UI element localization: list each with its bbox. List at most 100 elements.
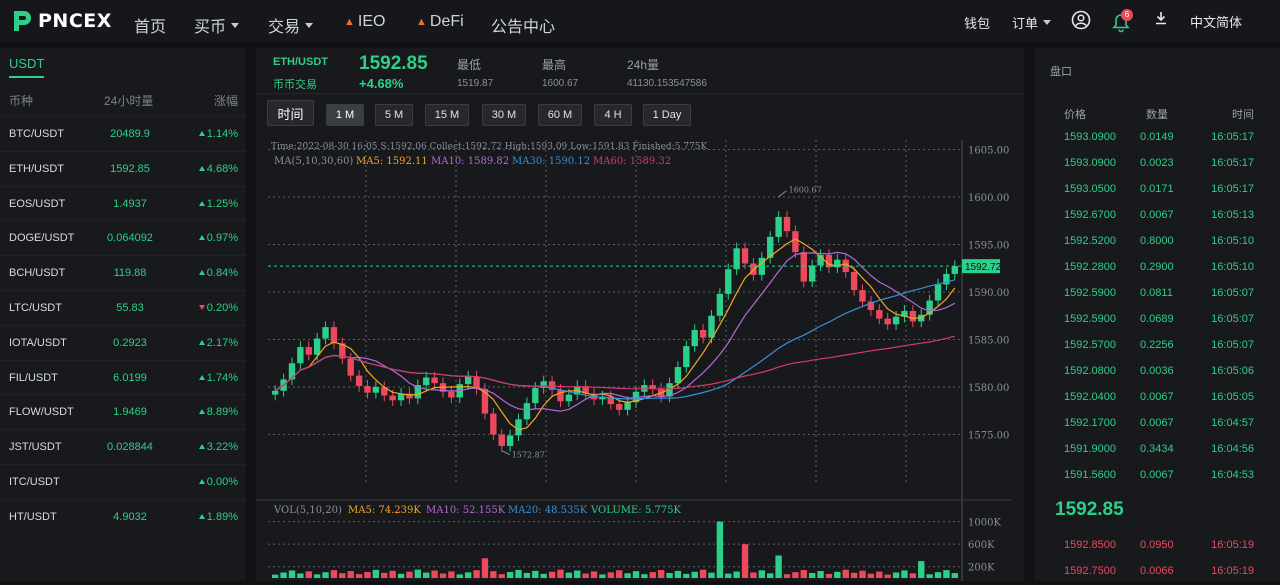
trade-quantity: 0.0067 [1140,391,1174,403]
market-price: 4.9032 [113,510,147,523]
market-row[interactable]: IOTA/USDT 0.2923 2.17% [0,324,246,359]
fire-icon: ▲ [344,16,355,28]
nav-item-4[interactable]: ▲ DeFi [416,13,464,31]
trade-time: 16:05:10 [1211,235,1254,247]
trade-time: 16:05:07 [1211,339,1254,351]
market-row[interactable]: ITC/USDT 0.00% [0,464,246,498]
market-price: 1.4937 [113,197,147,210]
timeframe-4h[interactable]: 4 H [594,104,632,126]
chart-panel: ETH/USDT 币币交易 1592.85 +4.68% 最低 1519.87 … [256,48,1024,581]
ma60-line [274,335,955,392]
market-symbol: HT/USDT [9,510,57,523]
market-row[interactable]: ETH/USDT 1592.85 4.68% [0,150,246,185]
order-book-last-price: 1592.85 [1055,499,1124,520]
candle [464,376,472,385]
nav-item-2[interactable]: 交易 [268,13,314,37]
market-symbol: BTC/USDT [9,128,64,140]
tab-usdt[interactable]: USDT [9,56,45,78]
market-row[interactable]: DOGE/USDT 0.064092 0.97% [0,220,246,254]
timeframe-1m[interactable]: 1 M [326,104,364,126]
market-row[interactable]: HT/USDT 4.9032 1.89% [0,498,246,533]
orders-dropdown[interactable]: 订单 [1012,13,1052,32]
market-change: 1.14% [198,128,238,140]
volume-bar [657,569,665,578]
volume-bar [666,572,673,578]
volume-bar [532,570,539,578]
col-volume: 24小时量 [104,94,154,108]
candle [741,248,749,264]
nav-label: 交易 [268,19,301,36]
market-row[interactable]: FIL/USDT 6.0199 1.74% [0,359,246,394]
timeframe-30m[interactable]: 30 M [482,104,526,126]
low-marker-label: 1572.87 [512,451,545,460]
notifications-button[interactable]: 6 [1112,9,1134,33]
wallet-link[interactable]: 钱包 [964,16,991,31]
market-row[interactable]: EOS/USDT 1.4937 1.25% [0,185,246,220]
sell-trade-row: 1592.7500 0.0066 16:05:19 [1034,559,1280,585]
market-row[interactable]: BCH/USDT 119.88 0.84% [0,255,246,289]
time-button[interactable]: 时间 [267,100,314,126]
timeframe-1day[interactable]: 1 Day [643,104,691,126]
col-quantity: 数量 [1146,109,1168,121]
orders-label: 订单 [1012,16,1039,31]
nav-item-5[interactable]: 公告中心 [491,13,555,37]
order-book-title: 盘口 [1050,66,1072,78]
trade-row: 1592.6700 0.0067 16:05:13 [1034,203,1280,229]
timeframe-5m[interactable]: 5 M [375,104,413,126]
timeframe-60m[interactable]: 60 M [538,104,582,126]
candle [607,396,614,405]
volume-bar [884,574,891,578]
volume-bar [800,570,807,578]
volume-bar [557,569,564,578]
volume-bar [725,573,732,578]
y-tick-label: 1575.00 [968,431,1009,442]
trade-price: 1592.1700 [1064,417,1116,429]
volume-bar [523,572,531,578]
nav-item-0[interactable]: 首页 [134,13,166,37]
user-icon[interactable] [1071,10,1091,30]
logo[interactable]: PNCEX [10,8,112,34]
language-selector[interactable]: 中文简体 [1190,15,1243,30]
timeframe-15m[interactable]: 15 M [425,104,469,126]
candle [490,413,497,435]
trade-row: 1592.5200 0.8000 16:05:10 [1034,229,1280,255]
candle [372,387,380,393]
market-row[interactable]: JST/USDT 0.028844 3.22% [0,429,246,463]
volume-tick-label: 600K [968,540,995,551]
volume-bar [876,571,883,578]
candle [699,330,707,338]
price-change: +4.68% [359,76,404,91]
download-icon[interactable] [1154,11,1168,25]
candle [808,265,816,282]
candle [775,216,782,237]
ma5-line [274,238,956,431]
volume-bar [490,571,497,578]
trade-row: 1593.0900 0.0023 16:05:17 [1034,151,1280,177]
market-row[interactable]: BTC/USDT 20489.9 1.14% [0,116,246,150]
market-row[interactable]: FLOW/USDT 1.9469 8.89% [0,394,246,428]
nav-item-1[interactable]: 买币 [194,13,240,37]
volume-bar [590,571,598,578]
trade-quantity: 0.2256 [1140,339,1174,351]
candlestick-chart[interactable]: 1605.00 1600.00 1595.00 1590.00 1585.00 1580.… [256,132,1024,581]
volume-bar [473,570,480,578]
market-change: 0.84% [198,267,238,279]
candle [364,386,371,393]
market-row[interactable]: LTC/USDT 55.83 0.20% [0,290,246,324]
market-symbol: ITC/USDT [9,476,60,488]
trade-price: 1592.5200 [1064,235,1116,247]
market-symbol: JST/USDT [9,441,62,454]
col-price: 价格 [1064,109,1086,121]
trade-price: 1592.5900 [1064,287,1116,299]
candle [666,383,673,397]
trade-row: 1592.5700 0.2256 16:05:07 [1034,333,1280,359]
trade-quantity: 0.8000 [1140,235,1174,247]
arrow-up-icon [198,131,205,136]
col-change: 涨幅 [213,94,238,108]
market-change-value: 1.89% [206,510,238,523]
arrow-up-icon [198,270,205,276]
volume-bar [397,573,405,578]
market-symbol: FIL/USDT [9,371,58,384]
nav-item-3[interactable]: ▲ IEO [344,13,385,31]
candle [934,284,942,301]
